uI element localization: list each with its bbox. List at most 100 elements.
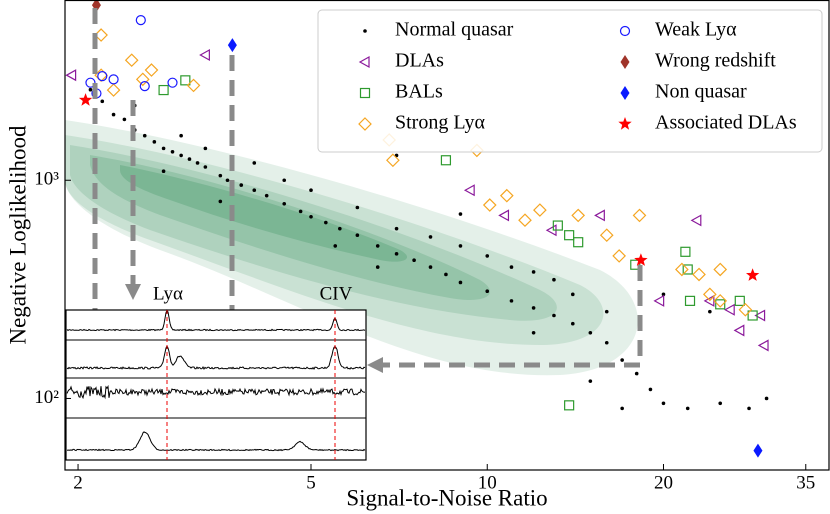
legend-marker: [619, 25, 631, 37]
points: [65, 0, 769, 458]
point: [708, 309, 712, 314]
point: [161, 146, 166, 151]
point: [227, 38, 237, 53]
point: [747, 310, 758, 321]
point: [458, 212, 463, 216]
point: [518, 213, 532, 228]
point: [428, 265, 433, 269]
point: [690, 214, 702, 227]
x-tick-label: 10: [478, 472, 497, 493]
contour: [90, 155, 490, 300]
point: [653, 294, 665, 307]
legend-marker: [359, 87, 371, 99]
point: [203, 146, 208, 151]
point: [552, 313, 556, 318]
point: [661, 401, 666, 406]
point: [218, 173, 223, 178]
legend: Normal quasar DLAs BALs Strong Lyα Weak Lyα W…: [317, 9, 823, 153]
point: [570, 321, 575, 326]
point: [167, 77, 178, 88]
point: [309, 214, 313, 219]
point: [733, 324, 745, 337]
point: [203, 165, 208, 169]
point: [734, 295, 745, 306]
point: [375, 244, 380, 248]
annotation: Lyα: [153, 283, 183, 304]
point: [498, 209, 510, 222]
point: [158, 84, 169, 96]
legend-marker: [363, 29, 367, 33]
y-tick-label: 10³: [34, 169, 59, 190]
point: [485, 289, 490, 294]
x-axis-label: Signal-to-Noise Ratio: [346, 485, 547, 510]
contour: [65, 135, 604, 345]
point: [97, 71, 108, 82]
spectrum: [66, 309, 366, 332]
point: [440, 155, 452, 166]
legend-marker: [620, 86, 630, 100]
x-tick-label: 35: [796, 472, 815, 493]
point: [180, 75, 191, 86]
point: [485, 254, 490, 258]
point: [324, 220, 328, 225]
point: [571, 208, 586, 223]
legend-marker: [620, 55, 630, 69]
point: [458, 280, 463, 285]
contour: [120, 165, 408, 262]
point: [552, 277, 556, 282]
point: [632, 208, 647, 223]
point: [675, 262, 689, 277]
point: [85, 77, 96, 88]
point: [252, 188, 257, 193]
point: [604, 340, 609, 345]
point: [604, 309, 609, 314]
point: [144, 63, 159, 77]
point: [531, 330, 536, 335]
point: [533, 203, 547, 217]
point: [444, 272, 448, 277]
point: [91, 0, 101, 13]
point: [509, 299, 514, 303]
point: [754, 309, 766, 322]
legend-label: Non quasar: [655, 81, 747, 103]
point: [630, 259, 641, 270]
point: [682, 264, 693, 275]
point: [564, 230, 575, 241]
point: [594, 209, 605, 222]
point: [573, 237, 584, 248]
point: [564, 400, 575, 411]
axes: 2 5 10 20 35 10² 10³: [34, 169, 815, 494]
point: [142, 133, 147, 138]
point: [684, 295, 696, 306]
x-tick-label: 5: [306, 472, 316, 493]
point: [394, 226, 399, 231]
legend-label: Strong Lyα: [395, 112, 485, 134]
point: [620, 406, 624, 411]
legend-label: Normal quasar: [395, 19, 514, 41]
point: [124, 53, 139, 68]
point: [239, 183, 244, 187]
legend-marker: [618, 117, 632, 130]
legend-frame: [317, 9, 823, 153]
point: [338, 226, 342, 231]
point: [122, 117, 127, 122]
point: [333, 244, 338, 248]
point: [218, 199, 223, 204]
point: [713, 262, 728, 277]
point: [386, 153, 400, 168]
point: [179, 153, 183, 158]
inset-frame: [65, 309, 367, 461]
point: [764, 396, 769, 401]
point: [692, 267, 706, 282]
point: [747, 406, 751, 411]
point: [106, 83, 121, 97]
point: [78, 93, 93, 106]
legend-label: Associated DLAs: [655, 112, 797, 134]
point: [661, 292, 666, 297]
x-tick-label: 20: [654, 472, 673, 493]
point: [412, 258, 416, 263]
point: [588, 330, 593, 335]
inset-spectra: Lyα CIV: [65, 283, 367, 461]
point: [225, 178, 230, 183]
